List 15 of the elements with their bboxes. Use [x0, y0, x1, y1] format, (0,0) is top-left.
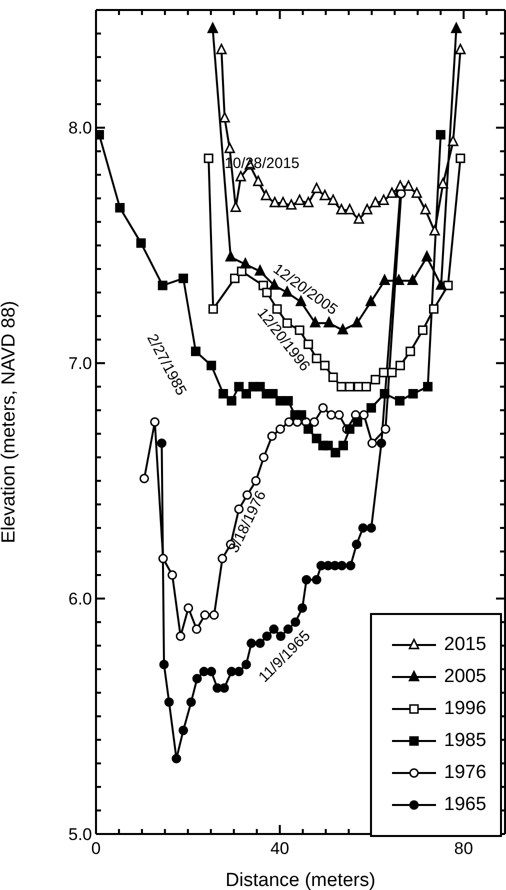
legend-label: 2005 — [444, 666, 486, 688]
legend-label: 1976 — [444, 762, 486, 784]
legend-label: 1996 — [444, 698, 486, 720]
y-tick-label: 7.0 — [68, 354, 92, 374]
x-tick-label: 40 — [270, 839, 290, 858]
legend-label: 1965 — [444, 794, 486, 816]
y-axis-title: Elevation (meters, NAVD 88) — [0, 300, 20, 544]
x-tick-label: 0 — [91, 839, 101, 858]
legend-label: 2015 — [444, 634, 486, 656]
y-tick-label: 5.0 — [68, 825, 92, 844]
x-tick-label: 80 — [454, 839, 474, 858]
legend-label: 1985 — [444, 730, 486, 752]
y-tick-label: 8.0 — [68, 118, 92, 138]
x-axis-title: Distance (meters) — [226, 870, 376, 890]
y-tick-label: 6.0 — [68, 590, 92, 609]
